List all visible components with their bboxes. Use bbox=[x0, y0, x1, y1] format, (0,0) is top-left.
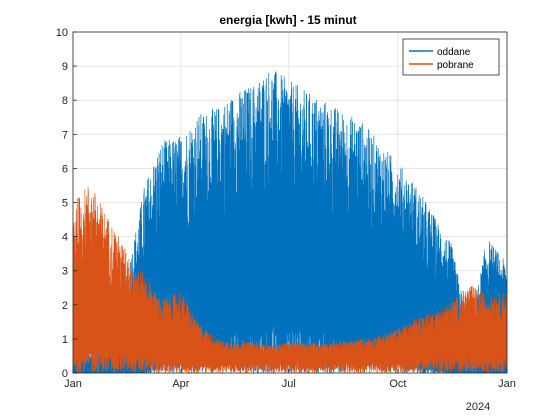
y-tick-label: 9 bbox=[62, 61, 68, 73]
y-axis: 0 1 2 3 4 5 6 7 8 9 10 bbox=[56, 27, 77, 380]
x-tick-label: Jan bbox=[64, 378, 82, 390]
y-tick-label: 3 bbox=[62, 266, 68, 278]
x-axis-year-label: 2024 bbox=[466, 401, 490, 413]
series-layer bbox=[73, 71, 507, 373]
x-tick-label: Jul bbox=[282, 378, 296, 390]
y-tick-label: 0 bbox=[62, 368, 68, 380]
x-tick-label: Jan bbox=[498, 378, 516, 390]
chart-title: energia [kwh] - 15 minut bbox=[219, 13, 356, 27]
y-tick-label: 7 bbox=[62, 129, 68, 141]
legend-label-oddane: oddane bbox=[437, 47, 471, 58]
x-tick-label: Apr bbox=[172, 378, 189, 390]
y-tick-label: 5 bbox=[62, 198, 68, 210]
plot-area bbox=[72, 31, 508, 374]
y-tick-label: 6 bbox=[62, 163, 68, 175]
y-tick-label: 10 bbox=[56, 27, 68, 39]
legend-label-pobrane: pobrane bbox=[437, 60, 474, 71]
legend: oddane pobrane bbox=[402, 38, 500, 76]
y-tick-label: 4 bbox=[62, 232, 68, 244]
series-line-pobrane bbox=[73, 187, 507, 373]
y-tick-label: 1 bbox=[62, 334, 68, 346]
y-tick-label: 8 bbox=[62, 95, 68, 107]
x-axis: Jan Apr Jul Oct Jan bbox=[64, 369, 516, 390]
legend-box bbox=[402, 38, 500, 76]
y-tick-label: 2 bbox=[62, 300, 68, 312]
x-tick-label: Oct bbox=[389, 378, 406, 390]
